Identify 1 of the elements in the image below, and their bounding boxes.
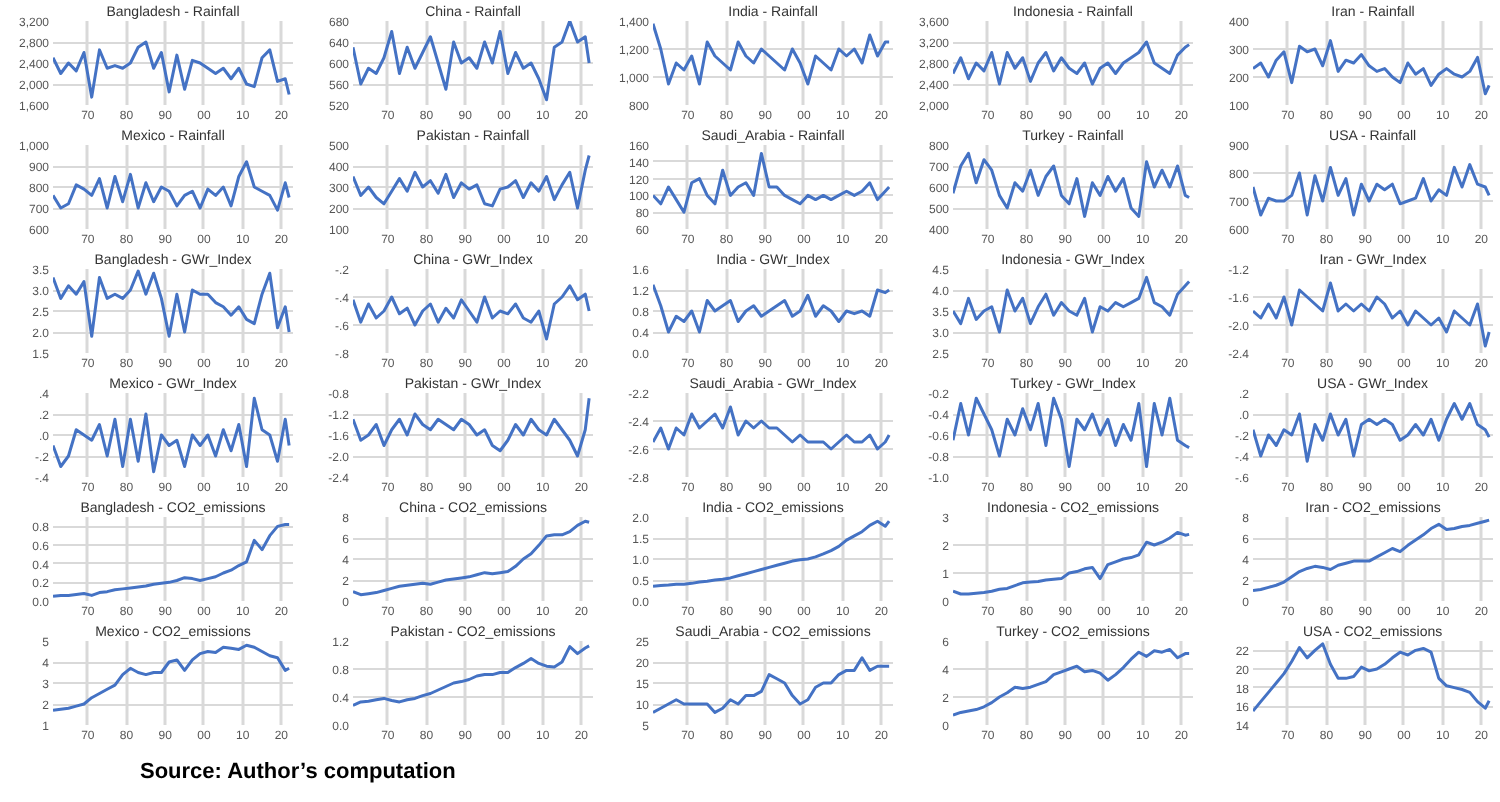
source-note: Source: Author’s computation [138, 758, 456, 788]
